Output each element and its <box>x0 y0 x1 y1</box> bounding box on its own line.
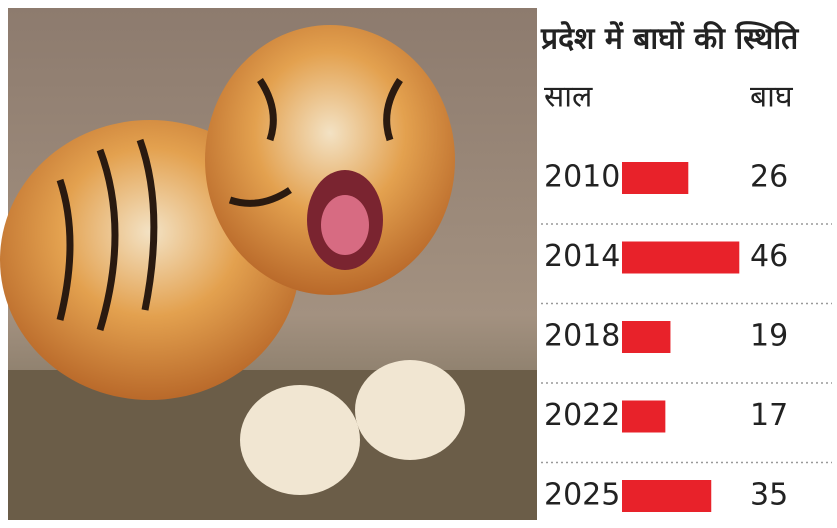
value-label: 17 <box>750 398 788 433</box>
value-label: 35 <box>750 478 788 513</box>
tiger-photo <box>0 8 537 520</box>
category-label: 2010 <box>544 160 620 195</box>
value-label: 26 <box>750 160 788 195</box>
bar <box>622 400 666 433</box>
value-header: बाघ <box>750 80 794 115</box>
value-label: 46 <box>750 239 788 274</box>
category-label: 2025 <box>544 478 620 513</box>
bar <box>622 241 740 274</box>
category-label: 2014 <box>544 239 620 274</box>
bar <box>622 480 712 512</box>
category-header: साल <box>544 80 593 115</box>
value-label: 19 <box>750 319 788 354</box>
category-label: 2022 <box>544 398 620 433</box>
bar <box>622 321 671 353</box>
category-label: 2018 <box>544 319 620 354</box>
chart-title: प्रदेश में बाघों की स्थिति <box>540 21 800 57</box>
bar <box>622 162 689 194</box>
